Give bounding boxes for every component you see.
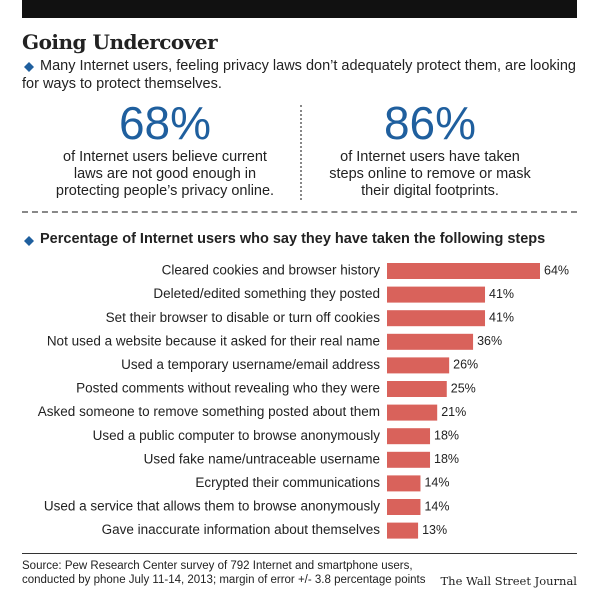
- bar: [387, 522, 419, 539]
- category-label: Gave inaccurate information about themse…: [102, 522, 381, 537]
- bar: [387, 263, 540, 279]
- stat-number: 86%: [383, 97, 477, 149]
- stat-line: of Internet users have taken: [340, 149, 520, 165]
- credit: The Wall Street Journal: [440, 574, 578, 588]
- value-label: 18%: [434, 428, 459, 442]
- value-label: 14%: [424, 499, 449, 513]
- category-label: Used fake name/untraceable username: [144, 451, 380, 466]
- category-label: Asked someone to remove something posted…: [38, 404, 380, 419]
- bar: [387, 357, 450, 374]
- stat-text: of Internet users have taken steps onlin…: [300, 149, 560, 200]
- category-label: Cleared cookies and browser history: [162, 263, 381, 278]
- value-label: 64%: [544, 263, 569, 277]
- stat-line: their digital footprints.: [361, 183, 499, 199]
- bar: [387, 404, 438, 421]
- bar: [387, 381, 447, 397]
- bar: [387, 451, 431, 468]
- stat-text: of Internet users believe current laws a…: [35, 149, 295, 200]
- bar: [387, 286, 486, 303]
- value-label: 26%: [453, 358, 478, 372]
- category-label: Ecrypted their communications: [195, 475, 380, 490]
- separator: [22, 211, 577, 213]
- bar-chart: Cleared cookies and browser history 64% De…: [38, 263, 569, 539]
- stat-line: of Internet users believe current: [63, 149, 267, 165]
- value-label: 41%: [489, 287, 514, 301]
- bullet: [24, 62, 34, 72]
- category-label: Deleted/edited something they posted: [153, 286, 380, 301]
- rule: [22, 553, 577, 554]
- value-label: 25%: [451, 381, 476, 395]
- divider: [300, 105, 302, 200]
- category-label: Used a service that allows them to brows…: [44, 499, 380, 514]
- value-label: 14%: [424, 476, 449, 490]
- value-label: 13%: [422, 523, 447, 537]
- stat-line: steps online to remove or mask: [329, 166, 531, 182]
- bar: [387, 499, 421, 515]
- stat-number: 68%: [118, 97, 212, 149]
- stat-line: protecting people’s privacy online.: [55, 183, 275, 199]
- title: Going Undercover: [22, 30, 218, 54]
- value-label: 21%: [441, 405, 466, 419]
- bar: [387, 475, 421, 492]
- value-label: 36%: [477, 334, 502, 348]
- source: Source: Pew Research Center survey of 79…: [22, 560, 413, 572]
- category-label: Posted comments without revealing who th…: [76, 381, 380, 396]
- chart-title: Percentage of Internet users who say the…: [40, 231, 546, 247]
- bar: [387, 310, 486, 327]
- category-label: Used a public computer to browse anonymo…: [93, 428, 381, 443]
- value-label: 41%: [489, 310, 514, 324]
- source: conducted by phone July 11-14, 2013; mar…: [22, 574, 426, 586]
- bar: [387, 333, 474, 350]
- top-bar: [22, 0, 577, 18]
- stat-line: laws are not good enough in: [73, 166, 257, 182]
- category-label: Set their browser to disable or turn off…: [106, 310, 381, 325]
- category-label: Not used a website because it asked for …: [47, 333, 380, 348]
- subtitle: Many Internet users, feeling privacy law…: [22, 58, 576, 92]
- bullet: [24, 236, 34, 246]
- category-label: Used a temporary username/email address: [121, 357, 380, 372]
- value-label: 18%: [434, 452, 459, 466]
- bar: [387, 428, 431, 445]
